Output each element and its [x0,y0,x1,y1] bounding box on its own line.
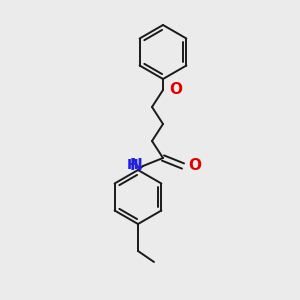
Text: O: O [188,158,201,172]
Text: O: O [169,82,182,97]
Text: N: N [129,158,142,172]
Text: H: H [126,158,138,172]
